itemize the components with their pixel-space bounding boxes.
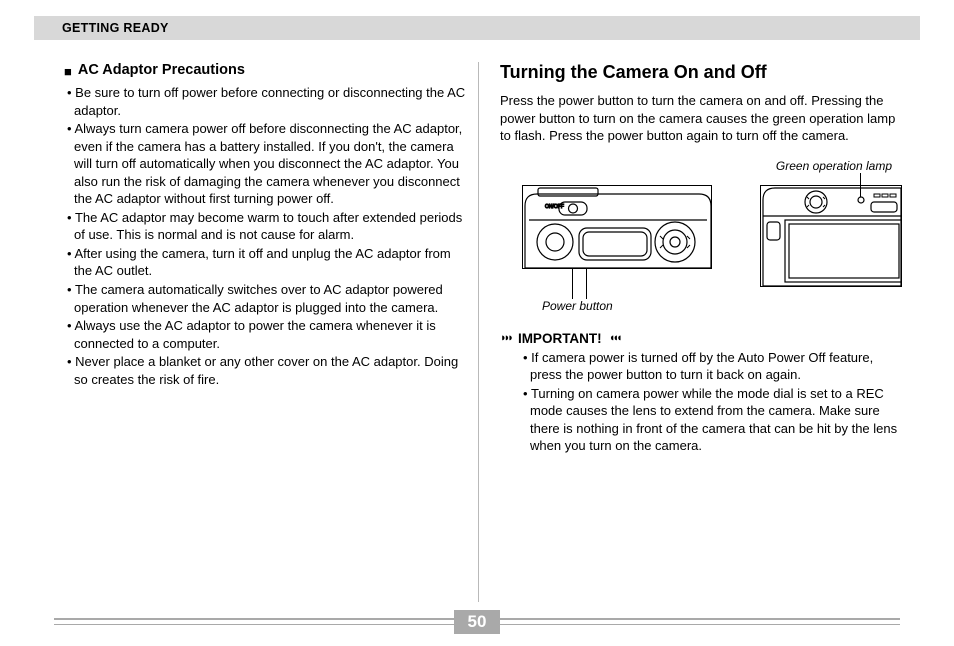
precautions-list: Be sure to turn off power before connect…	[64, 84, 466, 388]
list-item: Always use the AC adaptor to power the c…	[64, 317, 466, 352]
leader-line	[586, 269, 587, 299]
svg-text:ON/OFF: ON/OFF	[545, 204, 564, 210]
list-item: Never place a blanket or any other cover…	[64, 353, 466, 388]
list-item: The AC adaptor may become warm to touch …	[64, 209, 466, 244]
power-button-label: Power button	[542, 299, 613, 313]
right-column: Turning the Camera On and Off Press the …	[500, 62, 902, 456]
list-item: Be sure to turn off power before connect…	[64, 84, 466, 119]
arrow-right-icon: ◗◗◗	[500, 332, 511, 344]
subheading-row: ■ AC Adaptor Precautions	[64, 62, 466, 78]
green-lamp-label: Green operation lamp	[776, 159, 892, 173]
leader-line	[572, 269, 573, 299]
page-number-box: 50	[0, 610, 954, 634]
important-list: If camera power is turned off by the Aut…	[500, 349, 902, 455]
square-bullet-icon: ■	[64, 65, 72, 78]
section-title: Turning the Camera On and Off	[500, 62, 902, 83]
left-column: ■ AC Adaptor Precautions Be sure to turn…	[64, 62, 466, 389]
left-subheading: AC Adaptor Precautions	[78, 62, 245, 78]
camera-top-illustration: ON/OFF	[522, 185, 712, 269]
figure-area: Green operation lamp Power button ON/OFF	[500, 159, 902, 319]
list-item: After using the camera, turn it off and …	[64, 245, 466, 280]
list-item: Always turn camera power off before disc…	[64, 120, 466, 208]
list-item: Turning on camera power while the mode d…	[520, 385, 902, 455]
arrow-left-icon: ◖◖◖	[609, 332, 620, 344]
important-label: IMPORTANT!	[515, 331, 605, 346]
camera-back-illustration	[760, 185, 902, 287]
page-number: 50	[454, 610, 501, 634]
important-row: ◗◗◗ IMPORTANT! ◖◖◖	[500, 331, 902, 346]
header-bar: GETTING READY	[34, 16, 920, 40]
intro-text: Press the power button to turn the camer…	[500, 92, 902, 145]
column-divider	[478, 62, 479, 602]
leader-line	[860, 173, 861, 197]
list-item: The camera automatically switches over t…	[64, 281, 466, 316]
list-item: If camera power is turned off by the Aut…	[520, 349, 902, 384]
header-section-label: GETTING READY	[62, 21, 169, 35]
